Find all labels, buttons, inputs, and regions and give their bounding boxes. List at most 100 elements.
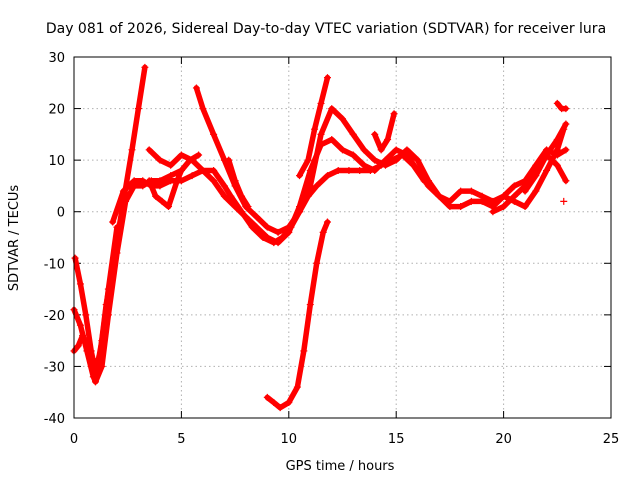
data-point [130,177,138,185]
data-point [360,146,368,154]
data-point [220,192,228,200]
data-point [253,223,261,231]
data-point [553,161,561,169]
data-point [231,177,239,185]
data-point [177,166,185,174]
x-tick-label: 20 [495,432,512,447]
series-sat-i [371,110,398,154]
data-point [306,301,314,309]
data-point [263,393,271,401]
data-point [467,187,475,195]
data-point [122,197,130,205]
data-point [82,311,90,319]
data-point [173,177,181,185]
data-point [296,208,304,216]
y-tick-label: -40 [44,412,65,427]
data-point [371,166,379,174]
data-point [145,177,153,185]
data-point [390,110,398,118]
data-point [532,172,540,180]
series-sat-l [489,120,570,216]
data-point [384,136,392,144]
data-point [371,130,379,138]
data-point [435,192,443,200]
data-point [349,151,357,159]
data-point [119,187,127,195]
series-trace [490,121,569,215]
data-point [87,362,95,370]
data-point [562,146,570,154]
series-trace [371,110,397,153]
x-tick-label: 25 [603,432,620,447]
data-point [210,177,218,185]
data-point [360,161,368,169]
y-tick-label: -20 [44,309,65,324]
data-point [139,177,147,185]
y-axis-label: SDTVAR / TECUs [7,185,22,292]
series-sat-g [263,218,331,412]
data-point [225,156,233,164]
data-point [521,187,529,195]
data-point [371,156,379,164]
data-point [296,172,304,180]
data-point [285,399,293,407]
data-point [424,177,432,185]
data-point [313,259,321,267]
data-point [560,197,568,205]
x-tick-label: 0 [70,432,78,447]
y-tick-label: 0 [57,206,65,221]
data-point [300,347,308,355]
data-point [328,136,336,144]
data-point [188,156,196,164]
data-point [510,192,518,200]
data-point [349,130,357,138]
data-point [293,383,301,391]
data-point [285,223,293,231]
data-point [457,203,465,211]
data-point [323,74,331,82]
data-point [457,187,465,195]
data-point [158,197,166,205]
x-axis-label: GPS time / hours [286,459,395,474]
y-tick-label: 10 [48,154,65,169]
series-trace [193,85,567,236]
data-point [323,172,331,180]
data-point [165,203,173,211]
data-point [521,203,529,211]
data-point [392,156,400,164]
data-point [220,182,228,190]
series-sat-c [70,223,121,381]
data-point [356,166,364,174]
data-point [317,130,325,138]
data-point [244,203,252,211]
x-tick-label: 5 [177,432,185,447]
x-tick-label: 15 [388,432,405,447]
data-point [562,120,570,128]
data-point [141,63,149,71]
data-point [334,166,342,174]
data-point [478,197,486,205]
series-trace [146,136,569,246]
data-point [270,399,278,407]
data-point [467,197,475,205]
data-point [76,321,84,329]
data-point [113,223,121,231]
data-point [195,151,203,159]
data-point [210,166,218,174]
data-point [74,342,82,350]
data-point [210,130,218,138]
data-point [510,182,518,190]
data-point [152,192,160,200]
data-point [345,166,353,174]
data-point [76,280,84,288]
data-point [83,342,91,350]
series-sat-h [296,74,331,180]
y-tick-label: 20 [48,103,65,118]
data-point [238,192,246,200]
data-point [446,203,454,211]
data-point [253,213,261,221]
data-point [145,146,153,154]
series-sat-o [560,197,568,205]
series-sat-f [192,84,568,236]
